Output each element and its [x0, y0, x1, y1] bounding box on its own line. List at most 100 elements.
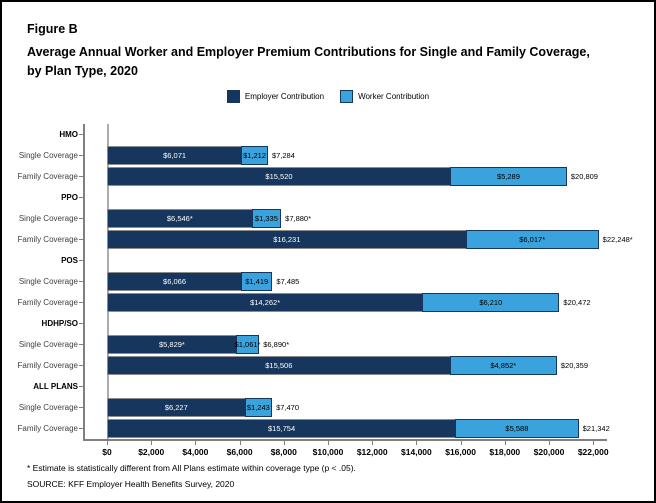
employer-contribution-swatch-icon: [226, 90, 240, 103]
total-value-label: $7,470: [276, 403, 300, 412]
plan-type-label: POS: [61, 256, 78, 265]
x-axis-tick-label: $6,000: [226, 447, 253, 457]
x-axis-tick-label: $18,000: [489, 447, 521, 457]
employer-bar-segment: $14,262*: [107, 293, 423, 312]
worker-bar-segment: $6,210: [422, 293, 560, 312]
employer-bar-segment: $5,829*: [107, 335, 236, 354]
footnote-asterisk: * Estimate is statistically different fr…: [27, 463, 356, 473]
legend-item-employer: Employer Contribution: [226, 90, 325, 103]
worker-value-label: $1,419: [245, 277, 269, 286]
plan-type-label: ALL PLANS: [33, 382, 78, 391]
bar-row: $15,754 $5,588 $21,342: [107, 418, 610, 439]
x-axis-tick: [460, 441, 462, 445]
y-axis-tick: [79, 239, 83, 240]
worker-bar-segment: $1,243: [244, 398, 273, 417]
worker-bar-segment: $5,289: [449, 167, 567, 186]
worker-bar-segment: $6,017*: [465, 230, 599, 249]
y-axis-tick: [79, 134, 83, 135]
y-axis-tick: [79, 218, 83, 219]
y-axis-tick: [79, 260, 83, 261]
employer-value-label: $5,829*: [158, 340, 185, 349]
bar-row: $15,520 $5,289 $20,809: [107, 166, 598, 187]
worker-value-label: $4,852*: [490, 361, 517, 370]
x-axis-tick: [549, 441, 550, 445]
x-axis-tick: [504, 441, 506, 445]
worker-bar-segment: $1,212: [241, 146, 268, 165]
y-axis-tick: [79, 428, 83, 429]
worker-value-label: $5,289: [496, 172, 520, 181]
coverage-label: Family Coverage: [17, 172, 78, 181]
plan-type-label: HMO: [59, 130, 78, 139]
total-value-label: $7,880*: [285, 214, 312, 223]
bar-row: $6,071 $1,212 $7,284: [107, 145, 295, 166]
x-axis-tick-label: $10,000: [312, 447, 344, 457]
coverage-label: Single Coverage: [18, 403, 78, 412]
bar-row: $5,829* $1,061* $6,890*: [107, 334, 289, 355]
employer-value-label: $16,231: [273, 235, 301, 244]
coverage-label: Family Coverage: [17, 424, 78, 433]
bar-row: $6,227 $1,243 $7,470: [107, 397, 299, 418]
x-axis-line: [83, 439, 607, 441]
worker-value-label: $6,017*: [519, 235, 546, 244]
figure-title-line2: by Plan Type, 2020: [27, 64, 138, 78]
employer-value-label: $15,520: [265, 172, 293, 181]
total-value-label: $20,809: [570, 172, 598, 181]
coverage-label: Family Coverage: [17, 361, 78, 370]
x-axis-tick-label: $2,000: [138, 447, 165, 457]
employer-value-label: $6,546*: [166, 214, 193, 223]
worker-value-label: $1,212: [243, 151, 267, 160]
worker-value-label: $6,210: [479, 298, 503, 307]
legend-label-employer: Employer Contribution: [244, 92, 325, 101]
total-value-label: $20,472: [563, 298, 591, 307]
coverage-label: Family Coverage: [17, 298, 78, 307]
y-axis-line: [83, 124, 85, 439]
figure-title-line1: Average Annual Worker and Employer Premi…: [27, 45, 590, 59]
total-value-label: $22,248*: [602, 235, 633, 244]
plan-type-label: PPO: [61, 193, 78, 202]
employer-bar-segment: $16,231: [107, 230, 466, 249]
bar-row: $15,506 $4,852* $20,359: [107, 355, 588, 376]
coverage-label: Single Coverage: [18, 277, 78, 286]
figure-label: Figure B: [27, 22, 78, 36]
x-axis-tick: [195, 441, 197, 445]
worker-value-label: $1,243: [246, 403, 270, 412]
y-axis-tick: [79, 155, 83, 156]
legend-item-worker: Worker Contribution: [340, 90, 429, 103]
x-axis-tick-label: $14,000: [401, 447, 432, 457]
x-axis-tick: [107, 441, 108, 445]
x-axis-tick-label: $20,000: [533, 447, 565, 457]
x-axis-tick: [151, 441, 153, 445]
x-axis-tick-label: $16,000: [445, 447, 476, 457]
worker-bar-segment: $1,419: [241, 272, 273, 291]
y-axis-tick: [79, 344, 83, 345]
x-axis-tick: [283, 441, 285, 445]
employer-bar-segment: $6,546*: [107, 209, 252, 228]
employer-value-label: $15,506: [265, 361, 293, 370]
x-axis-tick-label: $12,000: [356, 447, 388, 457]
x-axis-tick-label: $8,000: [270, 447, 297, 457]
bar-row: $14,262* $6,210 $20,472: [107, 292, 591, 313]
employer-bar-segment: $15,506: [107, 356, 450, 375]
total-value-label: $7,284: [271, 151, 295, 160]
bar-row: $6,546* $1,335 $7,880*: [107, 208, 311, 229]
bar-row: $6,066 $1,419 $7,485: [107, 271, 299, 292]
y-axis-tick: [79, 323, 83, 324]
x-axis-tick: [416, 441, 418, 445]
x-axis-tick-label: $4,000: [182, 447, 209, 457]
worker-bar-segment: $4,852*: [449, 356, 557, 375]
coverage-label: Single Coverage: [18, 340, 78, 349]
coverage-label: Family Coverage: [17, 235, 78, 244]
y-axis-tick: [79, 365, 83, 366]
employer-value-label: $15,754: [268, 424, 296, 433]
legend-label-worker: Worker Contribution: [358, 92, 430, 101]
employer-value-label: $14,262*: [250, 298, 281, 307]
footnotes: * Estimate is statistically different fr…: [27, 460, 356, 492]
employer-bar-segment: $6,071: [107, 146, 242, 165]
x-axis-tick: [239, 441, 241, 445]
worker-bar-segment: $5,588: [455, 419, 579, 438]
worker-value-label: $5,588: [505, 424, 529, 433]
worker-bar-segment: $1,061*: [235, 335, 260, 354]
worker-bar-segment: $1,335: [251, 209, 282, 228]
employer-bar-segment: $6,066: [107, 272, 242, 291]
